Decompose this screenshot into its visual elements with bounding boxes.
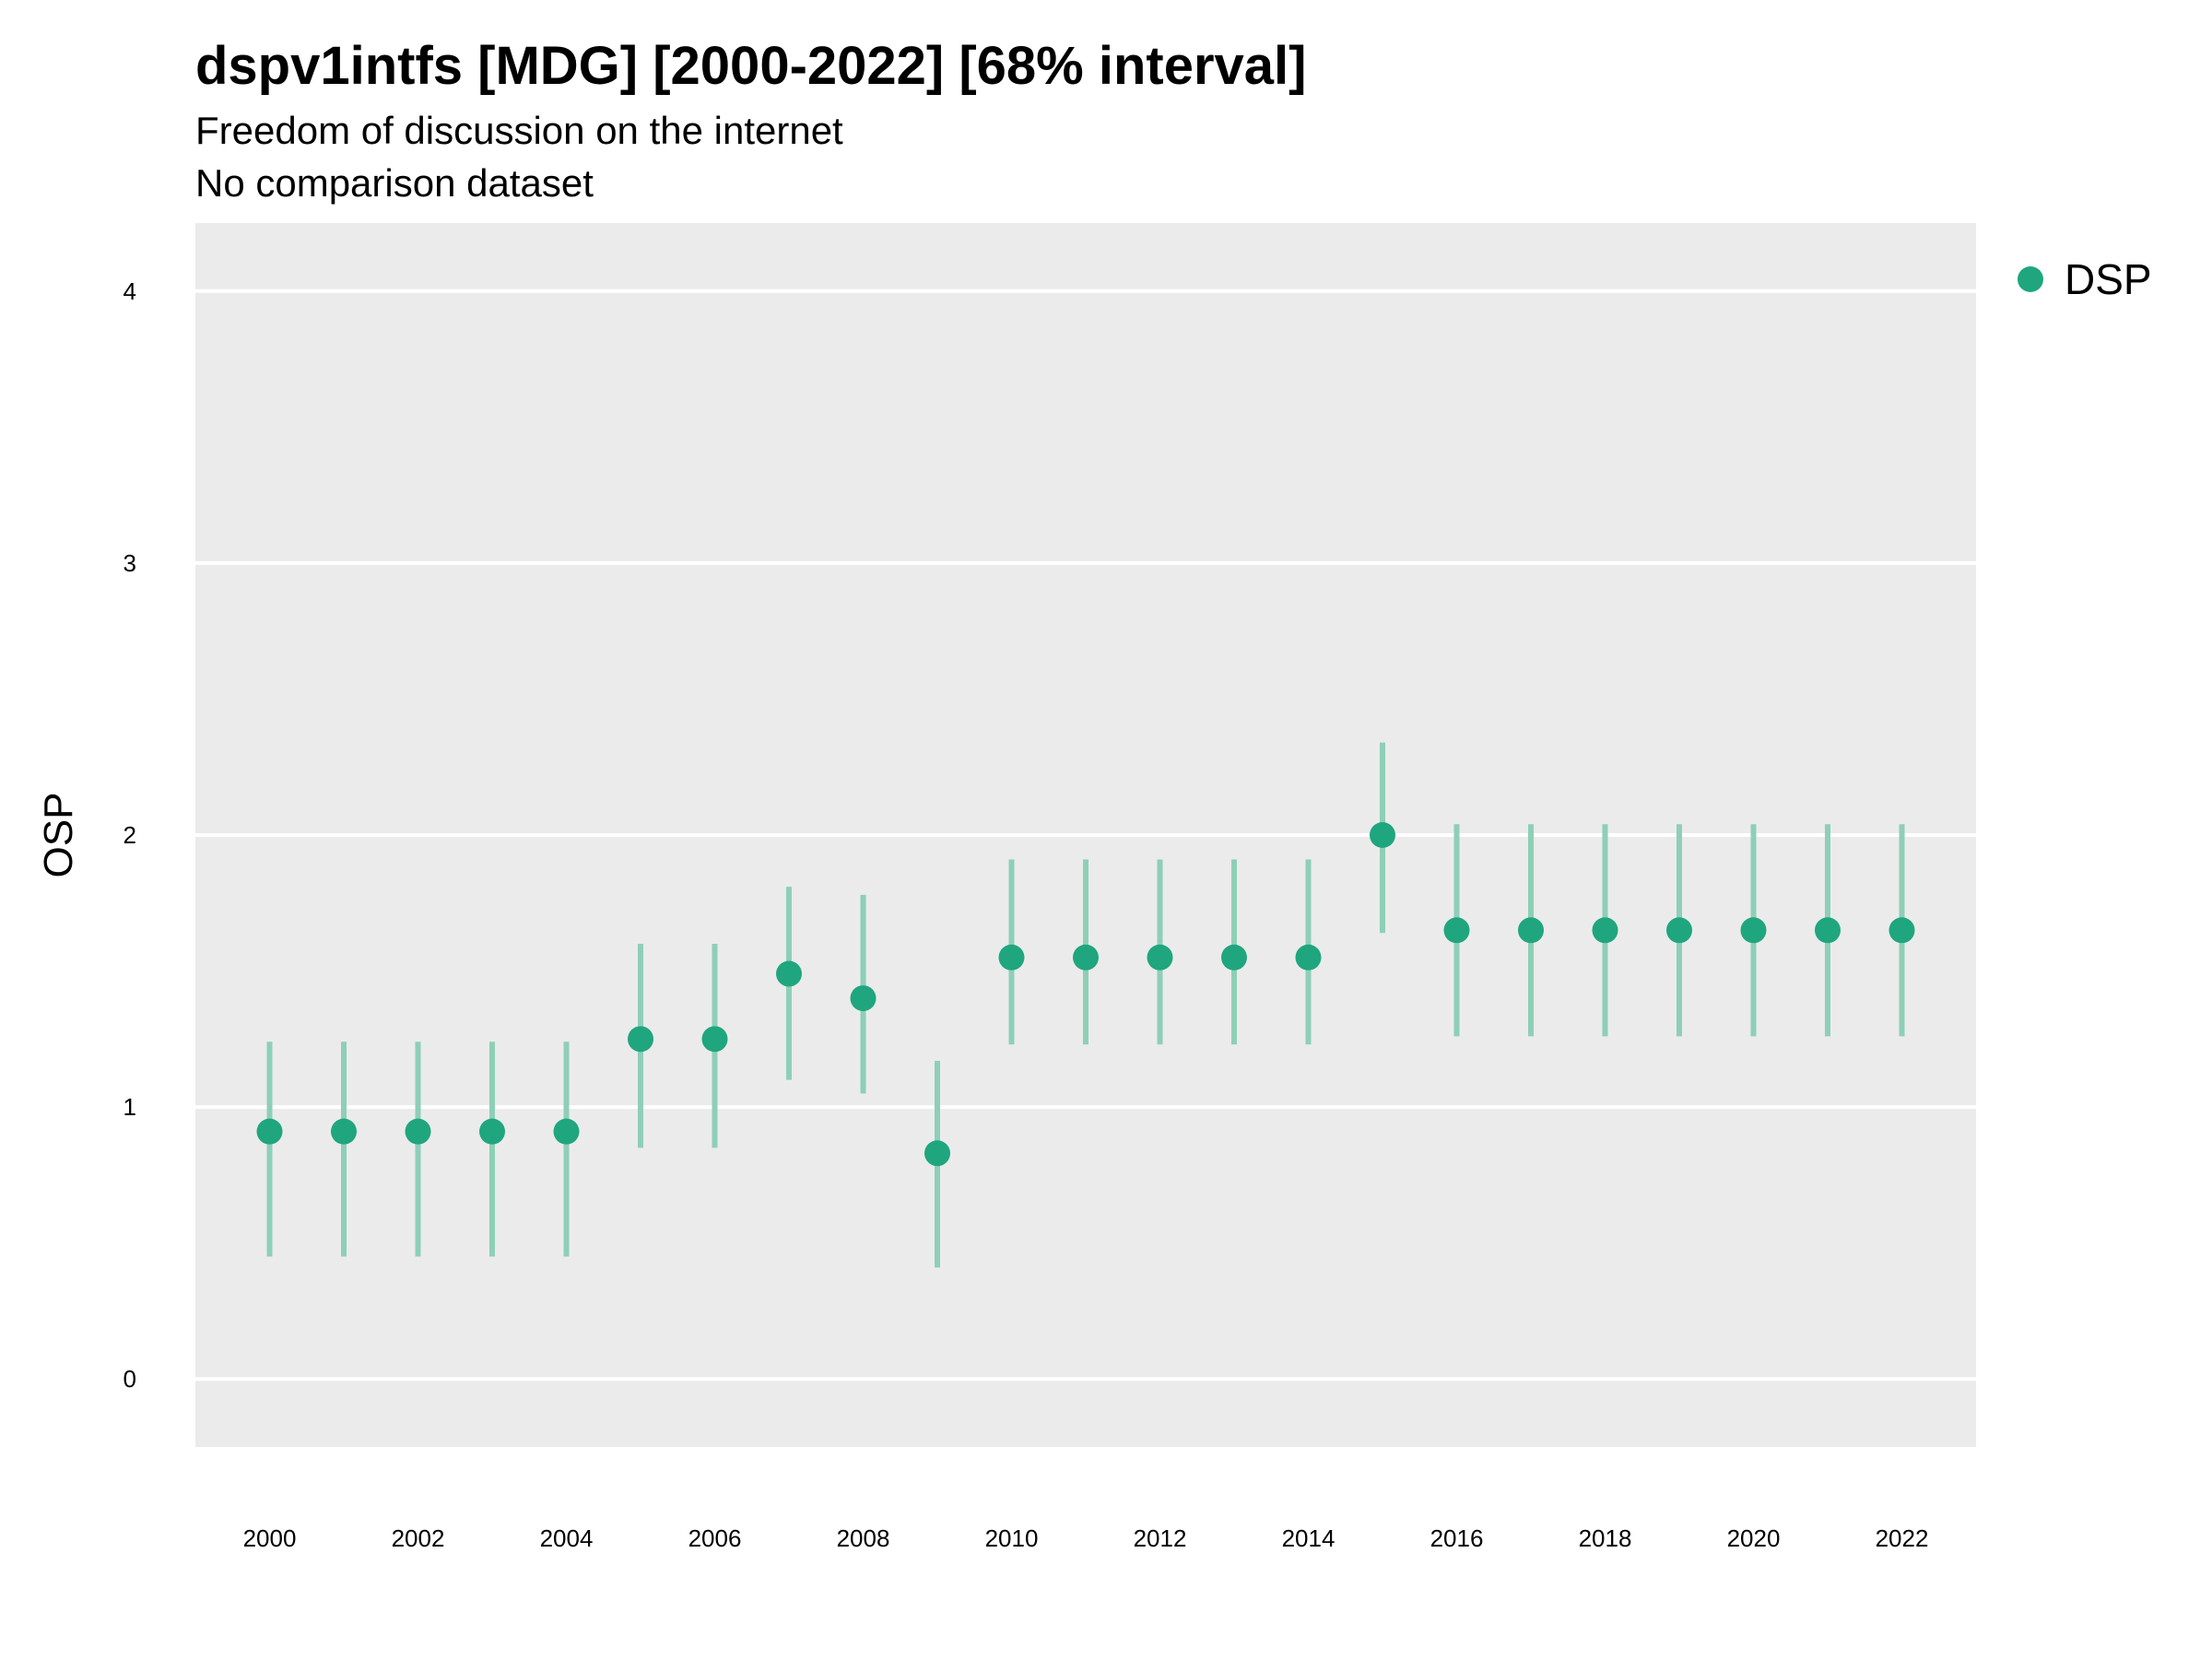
y-tick-label: 4 bbox=[124, 277, 136, 305]
x-tick-label: 2020 bbox=[1727, 1524, 1781, 1552]
y-tick-label: 0 bbox=[124, 1365, 136, 1393]
legend-marker bbox=[2018, 266, 2043, 292]
data-point bbox=[1295, 944, 1322, 971]
data-point bbox=[405, 1118, 431, 1145]
data-point bbox=[998, 944, 1025, 971]
data-point bbox=[1370, 822, 1395, 848]
data-point bbox=[1888, 917, 1915, 944]
data-point bbox=[1815, 917, 1841, 944]
data-point bbox=[1592, 917, 1618, 944]
data-point bbox=[1221, 944, 1247, 971]
y-axis-label: OSP bbox=[36, 793, 81, 878]
data-point bbox=[924, 1140, 950, 1167]
x-tick-label: 2012 bbox=[1134, 1524, 1187, 1552]
data-point bbox=[1443, 917, 1470, 944]
data-point bbox=[1518, 917, 1544, 944]
data-point bbox=[1073, 944, 1099, 971]
y-tick-label: 1 bbox=[124, 1093, 136, 1121]
x-tick-label: 2018 bbox=[1579, 1524, 1632, 1552]
x-tick-label: 2010 bbox=[985, 1524, 1039, 1552]
y-axis-ticks: 0 1 2 3 4 bbox=[124, 277, 136, 1393]
data-point bbox=[553, 1118, 580, 1145]
y-tick-label: 3 bbox=[124, 549, 136, 577]
x-tick-label: 2014 bbox=[1282, 1524, 1335, 1552]
x-axis-ticks: 2000 2002 2004 2006 2008 2010 2012 2014 2016 2018… bbox=[243, 1524, 1929, 1552]
data-point bbox=[776, 960, 802, 987]
data-point bbox=[331, 1118, 357, 1145]
y-tick-label: 2 bbox=[124, 821, 136, 849]
legend-label: DSP bbox=[2065, 255, 2152, 303]
x-tick-label: 2002 bbox=[392, 1524, 445, 1552]
data-points bbox=[256, 822, 1915, 1167]
chart-title: dspv1intfs [MDG] [2000-2022] [68% interv… bbox=[195, 36, 1307, 96]
x-tick-label: 2000 bbox=[243, 1524, 297, 1552]
data-point bbox=[628, 1026, 653, 1053]
x-tick-label: 2004 bbox=[540, 1524, 594, 1552]
legend: DSP bbox=[2018, 255, 2152, 303]
chart-comparison-note: No comparison dataset bbox=[195, 161, 594, 205]
x-tick-label: 2016 bbox=[1430, 1524, 1484, 1552]
x-tick-label: 2006 bbox=[688, 1524, 742, 1552]
x-tick-label: 2022 bbox=[1876, 1524, 1929, 1552]
data-point bbox=[850, 985, 877, 1012]
data-point bbox=[256, 1118, 283, 1145]
data-point bbox=[1147, 944, 1173, 971]
data-point bbox=[701, 1026, 728, 1053]
chart-subtitle: Freedom of discussion on the internet bbox=[195, 109, 843, 152]
data-point bbox=[1666, 917, 1692, 944]
x-tick-label: 2008 bbox=[837, 1524, 890, 1552]
data-point bbox=[1740, 917, 1767, 944]
data-point bbox=[479, 1118, 505, 1145]
